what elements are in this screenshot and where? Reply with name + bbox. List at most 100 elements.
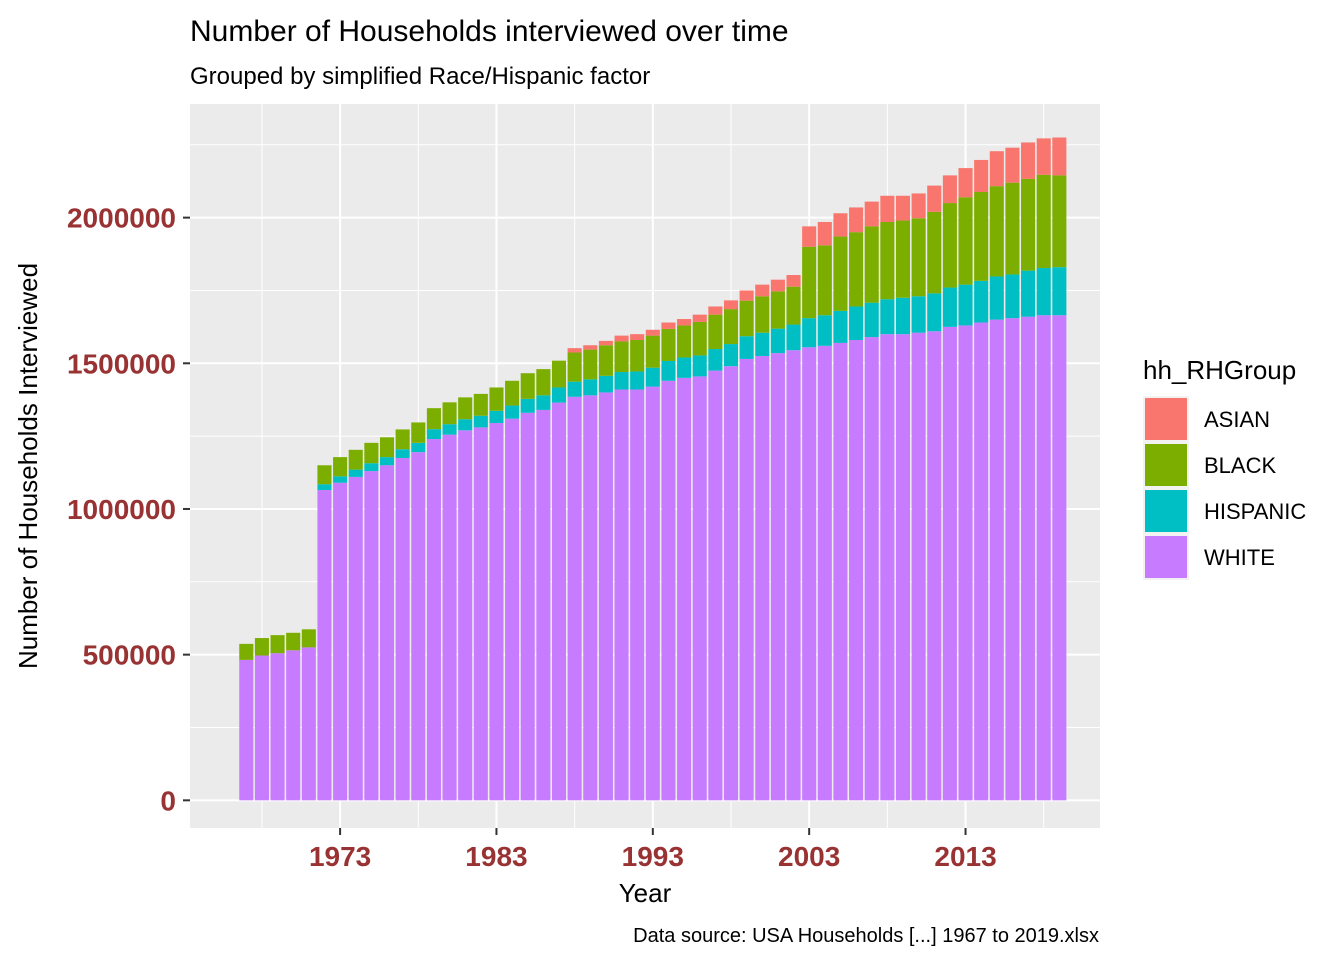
bar-hispanic-1996 xyxy=(692,355,707,377)
bar-asian-2018 xyxy=(1036,138,1051,175)
bar-white-1978 xyxy=(411,452,426,801)
bar-hispanic-1979 xyxy=(426,429,441,440)
bar-black-1969 xyxy=(270,635,285,654)
bar-white-2012 xyxy=(942,326,957,801)
bar-black-1990 xyxy=(598,345,613,376)
y-tick-label: 1000000 xyxy=(67,494,176,525)
bar-hispanic-2007 xyxy=(864,302,879,338)
bar-asian-2011 xyxy=(927,185,942,212)
bar-black-1988 xyxy=(567,352,582,382)
bar-white-1984 xyxy=(505,418,520,801)
bar-black-2006 xyxy=(849,232,864,307)
bar-hispanic-1993 xyxy=(645,367,660,387)
bar-hispanic-2009 xyxy=(895,297,911,335)
bar-asian-1998 xyxy=(723,300,739,310)
bar-hispanic-1990 xyxy=(598,375,613,393)
legend-label-white: WHITE xyxy=(1204,545,1275,570)
bar-white-2014 xyxy=(974,322,989,801)
bar-white-2003 xyxy=(802,347,817,801)
bar-black-2011 xyxy=(927,211,942,294)
bar-asian-1996 xyxy=(692,314,707,322)
bar-white-1968 xyxy=(254,655,269,801)
bar-hispanic-1995 xyxy=(677,357,692,378)
bar-black-1971 xyxy=(301,629,316,648)
bar-hispanic-2005 xyxy=(833,310,848,343)
bar-asian-2014 xyxy=(974,159,989,192)
bar-white-1996 xyxy=(692,376,707,801)
bar-hispanic-1989 xyxy=(583,379,598,396)
bar-hispanic-1975 xyxy=(364,463,379,472)
bar-white-1971 xyxy=(301,647,316,801)
bar-black-2004 xyxy=(817,245,832,316)
bar-white-1990 xyxy=(598,392,613,801)
bar-hispanic-1998 xyxy=(723,344,739,367)
bar-black-1997 xyxy=(708,314,723,350)
bar-black-1968 xyxy=(254,638,269,656)
bar-asian-1988 xyxy=(567,348,582,353)
bar-white-2005 xyxy=(833,342,848,801)
bar-hispanic-1997 xyxy=(708,349,723,371)
bar-white-2004 xyxy=(817,345,832,801)
bar-white-2010 xyxy=(911,332,926,801)
bar-black-1981 xyxy=(458,397,473,420)
bar-hispanic-2012 xyxy=(942,287,957,327)
bar-asian-2012 xyxy=(942,175,957,204)
bar-hispanic-2000 xyxy=(755,332,770,357)
bar-hispanic-1977 xyxy=(395,449,410,458)
bar-white-1982 xyxy=(473,427,488,801)
legend-title: hh_RHGroup xyxy=(1143,355,1296,385)
bar-black-1978 xyxy=(411,422,426,443)
bar-white-2016 xyxy=(1005,318,1020,801)
bar-white-2007 xyxy=(864,337,879,801)
bar-white-1997 xyxy=(708,370,723,801)
bar-black-2003 xyxy=(802,246,817,319)
bar-white-1977 xyxy=(395,457,410,801)
y-tick-label: 2000000 xyxy=(67,203,176,234)
bar-asian-2009 xyxy=(895,195,911,221)
bar-hispanic-2011 xyxy=(927,293,942,332)
bar-black-1980 xyxy=(442,402,457,425)
bar-black-1985 xyxy=(520,373,535,399)
bar-asian-2017 xyxy=(1021,142,1036,179)
y-tick-label: 0 xyxy=(160,785,176,816)
bar-asian-2002 xyxy=(786,275,801,287)
bar-asian-2003 xyxy=(802,226,817,247)
bar-white-1987 xyxy=(551,402,567,801)
bar-white-1979 xyxy=(426,439,441,801)
bar-black-2008 xyxy=(880,221,895,300)
legend-label-hispanic: HISPANIC xyxy=(1204,499,1306,524)
bar-hispanic-1983 xyxy=(489,410,504,424)
bar-asian-1992 xyxy=(630,334,645,340)
bar-hispanic-1999 xyxy=(739,336,754,359)
bar-hispanic-2003 xyxy=(802,318,817,348)
bar-black-1972 xyxy=(317,465,332,485)
bar-white-1975 xyxy=(364,471,379,801)
bar-black-2015 xyxy=(989,186,1004,277)
bar-black-1967 xyxy=(239,643,254,660)
chart-title: Number of Households interviewed over ti… xyxy=(190,15,789,48)
bar-white-2017 xyxy=(1021,316,1036,801)
bar-hispanic-2017 xyxy=(1021,270,1036,317)
bar-black-2009 xyxy=(895,220,911,298)
bar-asian-1995 xyxy=(677,319,692,326)
bar-hispanic-2004 xyxy=(817,315,832,346)
bar-black-1982 xyxy=(473,393,488,416)
bar-white-1989 xyxy=(583,395,598,801)
bar-hispanic-2014 xyxy=(974,280,989,323)
bar-hispanic-2006 xyxy=(849,306,864,340)
bar-black-2014 xyxy=(974,191,989,281)
bar-asian-2019 xyxy=(1052,137,1067,176)
bar-asian-2005 xyxy=(833,213,848,237)
bar-black-1987 xyxy=(551,360,567,388)
bar-asian-1991 xyxy=(614,335,629,342)
legend-swatch-white xyxy=(1145,536,1187,578)
bar-hispanic-2010 xyxy=(911,296,926,333)
bar-black-1998 xyxy=(723,309,739,345)
bar-black-2010 xyxy=(911,218,926,297)
bar-black-1995 xyxy=(677,325,692,358)
legend-swatch-hispanic xyxy=(1145,490,1187,532)
bar-black-1996 xyxy=(692,321,707,356)
bar-asian-2004 xyxy=(817,221,832,246)
bar-asian-2001 xyxy=(770,279,785,292)
x-axis: 1973 1983 1993 2003 2013 xyxy=(309,828,997,872)
